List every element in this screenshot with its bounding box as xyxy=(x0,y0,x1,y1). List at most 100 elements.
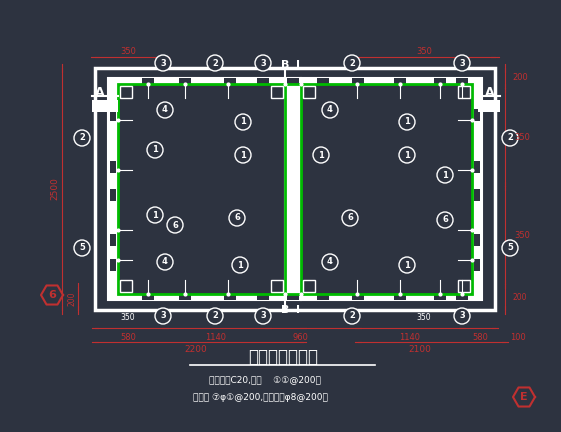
Text: 5: 5 xyxy=(507,244,513,252)
Bar xyxy=(352,294,364,300)
Bar xyxy=(474,109,480,121)
Bar xyxy=(458,280,470,292)
Bar xyxy=(474,161,480,173)
Text: 2: 2 xyxy=(79,133,85,143)
Text: 350: 350 xyxy=(417,314,431,323)
Text: 1: 1 xyxy=(404,150,410,159)
Bar xyxy=(118,84,285,294)
Text: 580: 580 xyxy=(472,333,488,342)
Text: 6: 6 xyxy=(347,213,353,222)
Circle shape xyxy=(147,207,163,223)
Bar xyxy=(317,78,329,84)
Text: 3: 3 xyxy=(260,58,266,67)
Bar xyxy=(352,78,364,84)
Circle shape xyxy=(502,130,518,146)
Bar xyxy=(179,294,191,300)
Text: I: I xyxy=(296,60,300,70)
Text: （配筋 ⑦φ①@200,其它配筋φ8@200）: （配筋 ⑦φ①@200,其它配筋φ8@200） xyxy=(192,394,328,403)
Bar xyxy=(110,234,116,246)
Circle shape xyxy=(454,55,470,71)
Bar xyxy=(224,294,236,300)
Text: 2: 2 xyxy=(349,311,355,321)
Circle shape xyxy=(232,257,248,273)
Text: 4: 4 xyxy=(327,257,333,267)
Circle shape xyxy=(437,167,453,183)
Text: 4: 4 xyxy=(162,105,168,114)
Text: E: E xyxy=(520,392,528,402)
Text: 3: 3 xyxy=(160,311,166,321)
Bar xyxy=(120,86,132,98)
Circle shape xyxy=(255,308,271,324)
Text: 1: 1 xyxy=(404,118,410,127)
Circle shape xyxy=(399,257,415,273)
Text: 1140: 1140 xyxy=(399,333,421,342)
Text: 2: 2 xyxy=(507,133,513,143)
Text: 6: 6 xyxy=(48,290,56,300)
Bar xyxy=(108,78,482,84)
Text: 1: 1 xyxy=(442,171,448,180)
Bar xyxy=(142,294,154,300)
Bar xyxy=(394,78,406,84)
Circle shape xyxy=(235,114,251,130)
Bar xyxy=(118,84,472,294)
Text: 960: 960 xyxy=(292,333,308,342)
Bar xyxy=(92,100,118,112)
Text: 2100: 2100 xyxy=(408,346,431,355)
Bar xyxy=(95,68,495,310)
Text: 梯井基础平面图: 梯井基础平面图 xyxy=(248,348,318,366)
Text: 580: 580 xyxy=(120,333,136,342)
Text: 2500: 2500 xyxy=(50,178,59,200)
Bar xyxy=(271,280,283,292)
Text: 2200: 2200 xyxy=(185,346,208,355)
Text: 1: 1 xyxy=(240,150,246,159)
Text: 100: 100 xyxy=(510,333,526,342)
Bar xyxy=(456,294,468,300)
Text: 350: 350 xyxy=(121,314,135,323)
Text: 1: 1 xyxy=(152,210,158,219)
Text: 6: 6 xyxy=(234,213,240,222)
Text: 200: 200 xyxy=(512,73,528,83)
Bar xyxy=(478,100,500,112)
Bar xyxy=(110,189,116,201)
Bar xyxy=(179,78,191,84)
Text: B: B xyxy=(281,305,289,315)
Text: 350: 350 xyxy=(514,133,530,142)
Bar xyxy=(110,161,116,173)
Text: 1140: 1140 xyxy=(205,333,227,342)
Circle shape xyxy=(399,147,415,163)
Text: （混凝土C20,配筋    ①①@200）: （混凝土C20,配筋 ①①@200） xyxy=(209,375,321,384)
Text: 350: 350 xyxy=(120,48,136,57)
Bar xyxy=(474,234,480,246)
Bar xyxy=(108,294,482,300)
Circle shape xyxy=(207,308,223,324)
Bar xyxy=(287,294,299,300)
Bar xyxy=(458,86,470,98)
Bar xyxy=(142,78,154,84)
Circle shape xyxy=(207,55,223,71)
Circle shape xyxy=(344,55,360,71)
Text: A: A xyxy=(95,86,105,98)
Bar xyxy=(110,109,116,121)
Bar xyxy=(301,84,472,294)
Bar xyxy=(303,280,315,292)
Bar xyxy=(95,68,495,310)
Text: 3: 3 xyxy=(260,311,266,321)
Text: 3: 3 xyxy=(459,311,465,321)
Bar xyxy=(434,294,446,300)
Circle shape xyxy=(147,142,163,158)
Bar xyxy=(257,78,269,84)
Text: 3: 3 xyxy=(160,58,166,67)
Circle shape xyxy=(155,55,171,71)
Circle shape xyxy=(313,147,329,163)
Text: 1: 1 xyxy=(318,150,324,159)
Bar xyxy=(317,294,329,300)
Bar xyxy=(472,78,482,300)
Bar xyxy=(474,259,480,271)
Bar xyxy=(434,78,446,84)
Text: 2: 2 xyxy=(212,58,218,67)
Text: 6: 6 xyxy=(442,216,448,225)
Text: 200: 200 xyxy=(67,292,76,306)
Circle shape xyxy=(157,102,173,118)
Circle shape xyxy=(235,147,251,163)
Bar xyxy=(456,78,468,84)
